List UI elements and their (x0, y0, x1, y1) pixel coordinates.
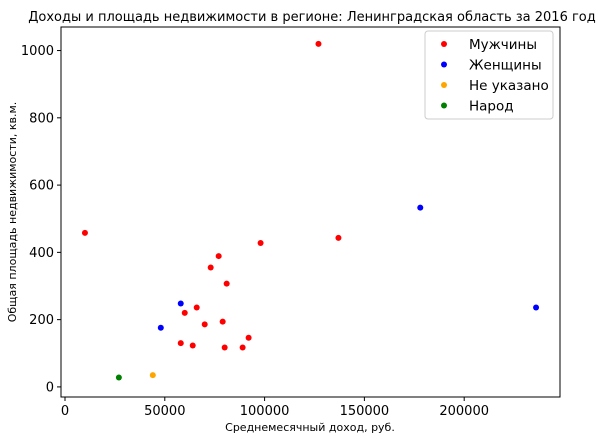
y-axis-label: Общая площадь недвижимости, кв.м. (6, 102, 19, 323)
data-point (193, 304, 200, 311)
data-point (81, 229, 88, 236)
x-axis: 0 50000 100000 150000 200000 (61, 397, 489, 419)
y-tick-label: 0 (46, 380, 54, 395)
data-point (157, 324, 164, 331)
y-tick-label: 1000 (21, 44, 54, 59)
data-points (81, 40, 540, 381)
legend-entry: Не указано (469, 78, 549, 94)
legend-frame (424, 30, 554, 120)
data-point (239, 344, 246, 351)
x-tick-label: 50000 (144, 404, 185, 419)
x-tick-label: 0 (61, 404, 69, 419)
data-point (335, 234, 342, 241)
legend-entry: Народ (469, 99, 514, 115)
legend-entry: Женщины (469, 58, 542, 74)
data-point (207, 264, 214, 271)
x-axis-label: Среднемесячный доход, руб. (225, 421, 395, 434)
data-point (215, 253, 222, 260)
data-point (417, 204, 424, 211)
legend: Мужчины Женщины Не указано Народ (424, 30, 554, 120)
data-point (257, 239, 264, 246)
y-tick-label: 200 (29, 313, 54, 328)
plot-area (60, 26, 561, 398)
x-tick-label: 150000 (340, 404, 390, 419)
y-axis: 0 200 400 600 800 1000 (21, 44, 61, 395)
data-point (149, 372, 156, 379)
x-tick-label: 100000 (240, 404, 290, 419)
data-point (221, 344, 228, 351)
data-point (245, 334, 252, 341)
chart-title: Доходы и площадь недвижимости в регионе:… (28, 10, 596, 25)
legend-marker (441, 82, 447, 88)
y-tick-label: 600 (29, 179, 54, 194)
data-point (189, 342, 196, 349)
data-point (115, 374, 122, 381)
data-point (223, 280, 230, 287)
legend-marker (441, 102, 447, 109)
data-point (533, 304, 540, 311)
data-point (201, 321, 208, 328)
legend-marker (441, 41, 447, 47)
y-tick-label: 400 (29, 246, 54, 261)
y-tick-label: 800 (29, 111, 54, 126)
data-point (315, 40, 322, 47)
data-point (177, 300, 184, 307)
data-point (219, 318, 226, 325)
data-point (181, 309, 188, 316)
x-tick-label: 200000 (439, 404, 489, 419)
data-point (177, 340, 184, 347)
legend-marker (441, 61, 447, 68)
legend-entry: Мужчины (469, 37, 537, 53)
